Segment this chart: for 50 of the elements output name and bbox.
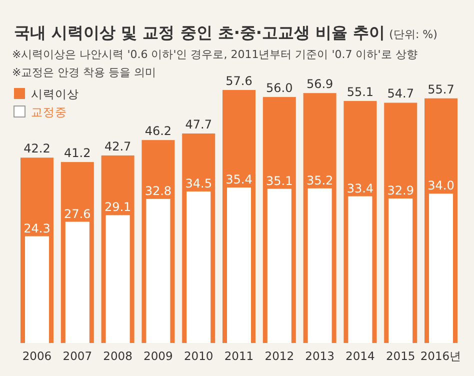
x-tick-label: 2011 <box>224 349 254 363</box>
data-label: 29.1 <box>104 200 132 214</box>
chart-subtitle: (단위: %) <box>389 28 438 41</box>
x-tick-label: 2006 <box>22 349 52 363</box>
data-label: 55.1 <box>346 84 374 99</box>
bar <box>146 198 170 343</box>
x-tick-label: 2016년 <box>420 349 462 363</box>
data-label: 55.7 <box>428 82 454 96</box>
x-tick-label: 2012 <box>264 349 294 363</box>
x-tick-label: 2008 <box>103 349 132 363</box>
data-label: 57.6 <box>226 74 252 88</box>
chart-title: 국내 시력이상 및 교정 중인 초·중·고교생 비율 추이 <box>14 23 386 42</box>
bar <box>186 191 211 343</box>
data-label: 32.9 <box>387 183 414 198</box>
data-label: 46.2 <box>144 124 172 138</box>
text: ※시력이상은 나안시력 '0.6 이하'인 경우로, 2011년부터 기준이 '0.7 이하'로 상향 <box>12 48 418 61</box>
data-label: 41.2 <box>64 146 91 160</box>
x-tick-label: 2010 <box>184 349 214 363</box>
bar <box>429 194 453 343</box>
data-label: 32.8 <box>144 184 172 198</box>
data-label: 27.6 <box>64 206 91 221</box>
data-label: 56.9 <box>306 77 334 92</box>
bar <box>25 236 49 343</box>
bar <box>65 222 90 343</box>
data-label: 35.1 <box>266 174 293 188</box>
data-label: 56.0 <box>266 81 293 96</box>
legend-label: 시력이상 <box>31 87 79 101</box>
data-label: 34.5 <box>185 176 212 190</box>
x-tick-label: 2009 <box>144 349 173 363</box>
bar <box>267 188 292 343</box>
bar <box>348 196 372 343</box>
x-tick-label: 2013 <box>305 349 334 363</box>
bar <box>106 215 130 343</box>
data-label: 54.7 <box>387 86 414 101</box>
bar <box>388 198 413 343</box>
data-label: 47.7 <box>185 117 212 132</box>
bar <box>227 188 251 343</box>
data-label: 24.3 <box>24 221 50 236</box>
x-tick-label: 2007 <box>62 349 92 363</box>
data-label: 34.0 <box>428 178 454 193</box>
text: ※교정은 안경 착용 등을 의미 <box>12 66 156 79</box>
x-tick-label: 2014 <box>346 349 375 363</box>
data-label: 35.2 <box>306 173 334 188</box>
legend-label: 교정중 <box>31 105 67 119</box>
x-tick-label: 2015 <box>386 349 416 363</box>
data-label: 35.4 <box>226 172 252 187</box>
data-label: 33.4 <box>346 181 374 196</box>
data-label: 42.2 <box>24 142 50 156</box>
data-label: 42.7 <box>104 139 132 154</box>
bar <box>308 188 332 343</box>
